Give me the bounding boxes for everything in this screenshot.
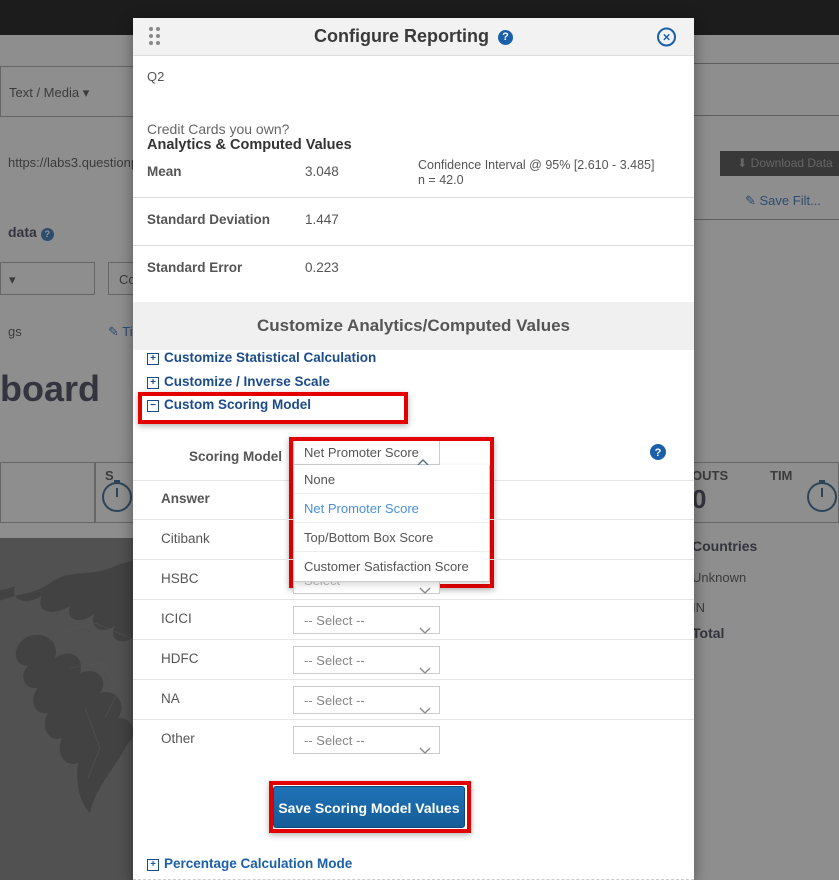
svg-text:?: ?: [655, 447, 662, 459]
